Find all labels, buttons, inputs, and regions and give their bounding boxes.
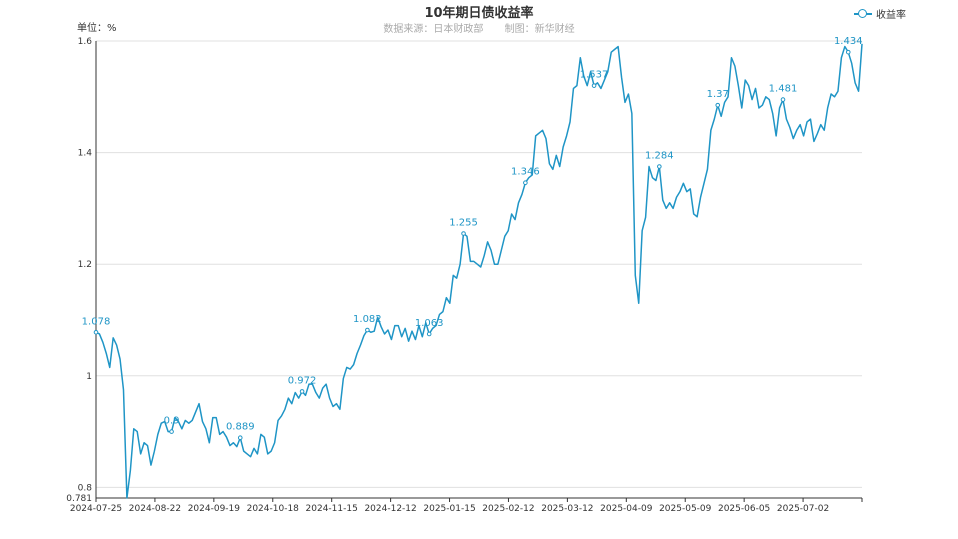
data-label: 1.082	[353, 314, 382, 325]
y-tick-label: 0.781	[66, 494, 92, 504]
data-label: 1.346	[511, 167, 540, 178]
x-tick-label: 2024-08-22	[129, 504, 181, 514]
x-tick-label: 2025-07-02	[777, 504, 829, 514]
series-line-yield	[95, 43, 863, 499]
data-label: 1.481	[769, 84, 798, 95]
data-label: 0.889	[226, 422, 255, 433]
x-tick-label: 2024-10-18	[247, 504, 300, 514]
data-point	[523, 180, 528, 186]
x-tick-label: 2024-09-19	[188, 504, 241, 514]
x-tick-label: 2024-12-12	[364, 504, 416, 514]
x-tick-label: 2025-01-15	[423, 504, 475, 514]
data-label: 1.255	[449, 218, 478, 229]
data-point	[426, 331, 432, 337]
y-tick-label: 1.2	[78, 260, 92, 270]
data-point	[591, 83, 597, 88]
data-point	[299, 389, 305, 394]
data-source: 数据来源：日本财政部	[383, 24, 484, 35]
x-tick-label: 2025-03-12	[541, 504, 593, 514]
legend-label: 收益率	[876, 10, 906, 21]
chart-title: 10年期日债收益率	[424, 6, 534, 21]
x-tick-label: 2024-11-15	[306, 504, 358, 514]
unit-label: 单位：%	[77, 23, 117, 34]
data-label: 0.9	[164, 416, 180, 427]
data-point	[657, 164, 662, 169]
data-point	[461, 231, 466, 236]
data-point	[715, 102, 721, 108]
legend[interactable]: 收益率	[854, 6, 906, 21]
data-label: 1.37	[707, 89, 729, 100]
y-tick-label: 0.8	[78, 483, 93, 493]
data-point	[237, 435, 243, 441]
data-label: 1.537	[580, 70, 609, 81]
x-tick-label: 2025-06-05	[718, 504, 770, 514]
data-label: 0.972	[288, 375, 317, 386]
x-tick-label: 2025-02-12	[482, 504, 534, 514]
x-tick-label: 2024-07-25	[70, 504, 122, 514]
data-label: 1.284	[645, 151, 674, 162]
y-tick-label: 1.6	[78, 37, 93, 47]
data-point	[169, 429, 174, 434]
data-label: 1.078	[82, 316, 111, 327]
data-point	[365, 327, 370, 333]
chart-subtitle: 数据来源：日本财政部 制图：新华财经	[0, 20, 958, 35]
x-tick-label: 2025-05-09	[659, 504, 712, 514]
y-tick-label: 1.4	[78, 149, 93, 159]
data-label: 1.063	[415, 318, 444, 329]
data-label: 1.434	[834, 36, 863, 47]
data-point	[845, 49, 851, 55]
y-tick-label: 1	[86, 372, 92, 382]
x-tick-label: 2025-04-09	[600, 504, 653, 514]
data-point	[93, 329, 99, 335]
chart-credit: 制图：新华财经	[504, 24, 575, 35]
data-point	[780, 97, 786, 102]
legend-line-marker-icon	[854, 8, 872, 19]
